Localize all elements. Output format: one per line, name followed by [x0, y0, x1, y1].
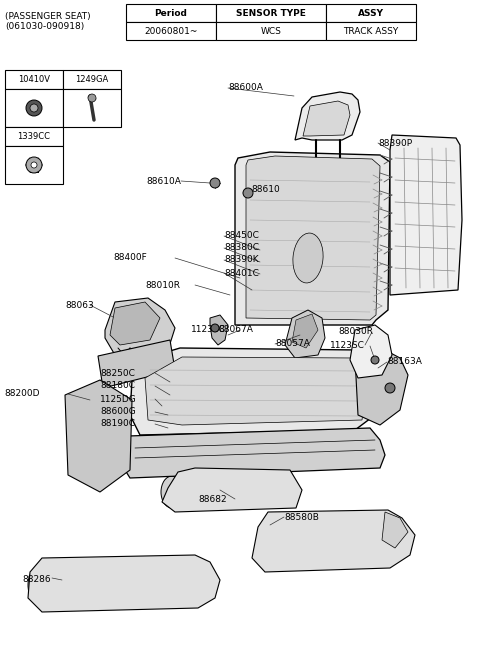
- Text: 10410V: 10410V: [18, 75, 50, 84]
- Text: 1339CC: 1339CC: [17, 132, 50, 141]
- Bar: [126, 22, 216, 40]
- Polygon shape: [303, 101, 350, 136]
- Text: (061030-090918): (061030-090918): [5, 22, 84, 31]
- Bar: [63, 70, 121, 89]
- Polygon shape: [162, 468, 302, 512]
- Text: 88390K: 88390K: [224, 255, 259, 264]
- Bar: [326, 22, 416, 40]
- Ellipse shape: [161, 476, 183, 508]
- Text: 88682: 88682: [198, 495, 227, 504]
- Bar: [63, 89, 121, 127]
- Bar: [80, 450, 115, 462]
- Bar: [80, 430, 115, 442]
- Text: 88380C: 88380C: [224, 243, 259, 253]
- Circle shape: [371, 356, 379, 364]
- Text: 88610A: 88610A: [146, 176, 181, 186]
- Polygon shape: [382, 512, 408, 548]
- Text: 88200D: 88200D: [4, 390, 39, 398]
- Circle shape: [30, 104, 38, 112]
- Polygon shape: [355, 350, 408, 425]
- Text: 88390P: 88390P: [378, 138, 412, 148]
- Polygon shape: [252, 510, 415, 572]
- Polygon shape: [350, 325, 392, 378]
- Text: TRACK ASSY: TRACK ASSY: [343, 26, 398, 35]
- Text: Period: Period: [155, 9, 187, 18]
- Bar: [144, 358, 154, 376]
- Text: 88450C: 88450C: [224, 232, 259, 241]
- Bar: [5, 70, 63, 89]
- Polygon shape: [65, 380, 132, 492]
- Polygon shape: [390, 135, 462, 295]
- Circle shape: [26, 157, 42, 173]
- Polygon shape: [98, 340, 175, 388]
- Text: 1123SC: 1123SC: [191, 325, 226, 335]
- Circle shape: [211, 324, 219, 332]
- Polygon shape: [130, 348, 380, 435]
- Text: 88163A: 88163A: [387, 358, 422, 367]
- Text: 88057A: 88057A: [275, 340, 310, 348]
- Circle shape: [243, 188, 253, 198]
- Polygon shape: [120, 428, 385, 478]
- Polygon shape: [246, 156, 380, 320]
- Text: 88010R: 88010R: [145, 281, 180, 289]
- Bar: [80, 410, 115, 422]
- Text: 88030R: 88030R: [338, 327, 373, 337]
- Ellipse shape: [293, 233, 323, 283]
- Circle shape: [26, 100, 42, 116]
- Text: 1125DG: 1125DG: [100, 394, 137, 403]
- Text: 88286: 88286: [22, 575, 50, 584]
- Polygon shape: [292, 314, 318, 348]
- Text: 88190C: 88190C: [100, 419, 135, 428]
- Bar: [326, 4, 416, 22]
- Text: 88180C: 88180C: [100, 382, 135, 390]
- Polygon shape: [105, 298, 175, 362]
- Bar: [126, 4, 216, 22]
- Polygon shape: [28, 555, 220, 612]
- Bar: [216, 4, 326, 22]
- Polygon shape: [285, 310, 325, 358]
- Text: 88610: 88610: [251, 184, 280, 194]
- Text: SENSOR TYPE: SENSOR TYPE: [236, 9, 306, 18]
- Text: 88580B: 88580B: [284, 512, 319, 522]
- Bar: [5, 146, 63, 184]
- Text: 88067A: 88067A: [218, 325, 253, 335]
- Circle shape: [88, 94, 96, 102]
- Polygon shape: [110, 302, 160, 345]
- Bar: [5, 89, 63, 127]
- Bar: [216, 22, 326, 40]
- Circle shape: [385, 383, 395, 393]
- Text: 88063: 88063: [65, 300, 94, 310]
- Text: 88600G: 88600G: [100, 407, 136, 417]
- Text: 1123SC: 1123SC: [330, 342, 365, 350]
- Text: (PASSENGER SEAT): (PASSENGER SEAT): [5, 12, 91, 21]
- Polygon shape: [295, 92, 360, 140]
- Polygon shape: [235, 152, 390, 325]
- Text: 88600A: 88600A: [228, 83, 263, 92]
- Text: 88250C: 88250C: [100, 369, 135, 377]
- Polygon shape: [145, 357, 368, 425]
- Bar: [108, 358, 118, 376]
- Bar: [126, 358, 136, 376]
- Text: ASSY: ASSY: [358, 9, 384, 18]
- Text: 1249GA: 1249GA: [75, 75, 108, 84]
- Text: 20060801~: 20060801~: [144, 26, 198, 35]
- Circle shape: [210, 178, 220, 188]
- Polygon shape: [210, 315, 228, 345]
- Ellipse shape: [28, 567, 48, 602]
- Bar: [5, 127, 63, 146]
- Circle shape: [31, 162, 37, 168]
- Text: WCS: WCS: [261, 26, 281, 35]
- Text: 88401C: 88401C: [224, 268, 259, 277]
- Text: 88400F: 88400F: [113, 253, 147, 262]
